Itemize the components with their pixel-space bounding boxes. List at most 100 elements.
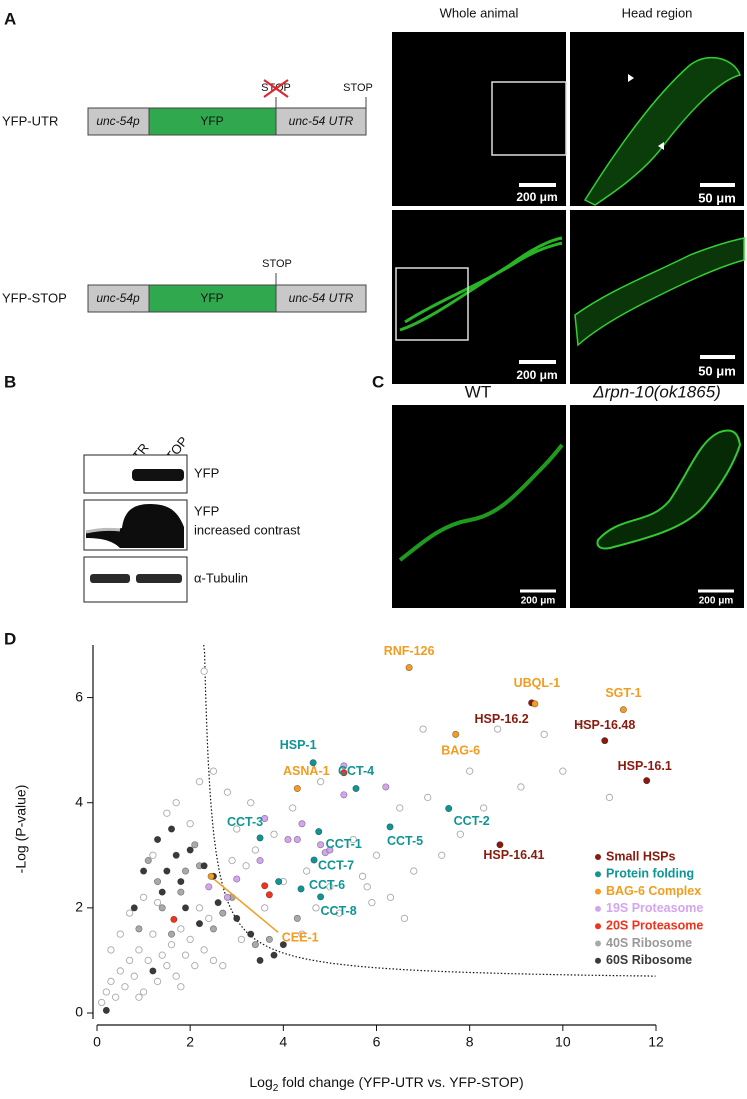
promoter-label: unc-54p (96, 114, 140, 128)
gene (148, 107, 277, 136)
scale-bar-label: 200 μm (516, 190, 557, 204)
point (149, 930, 157, 938)
point-label: ASNA-1 (283, 764, 330, 778)
point (233, 825, 241, 833)
micrographs: 200 μm 50 μm 200 μm 50 μm (392, 32, 745, 384)
point (177, 925, 185, 933)
point (386, 823, 394, 831)
point (247, 799, 255, 807)
point (125, 956, 134, 965)
gene (148, 284, 277, 313)
construct: YFP-UTR unc-54p YFP unc-54 UTR STOP STOP (2, 79, 373, 136)
point-label: HSP-16.48 (574, 718, 635, 732)
y-tick-label: 4 (75, 793, 83, 809)
point (372, 851, 381, 859)
legend-marker (595, 905, 601, 912)
point (410, 867, 418, 875)
point-label: CCT-7 (318, 858, 354, 872)
western-blots (83, 454, 188, 494)
utr (275, 107, 367, 136)
leader-line (213, 878, 279, 933)
point (139, 893, 148, 901)
worm (583, 56, 741, 206)
point-label: CEE-1 (282, 931, 319, 945)
point (153, 977, 162, 986)
legend-marker (595, 957, 601, 964)
utr-label: unc-54 UTR (289, 114, 354, 128)
point (279, 941, 287, 949)
point (270, 830, 278, 838)
worm (398, 443, 564, 562)
y-axis-title: -Log (P-value) (13, 785, 29, 874)
point (577, 720, 586, 728)
point (205, 883, 213, 891)
point (237, 935, 246, 944)
point (177, 983, 185, 991)
point (256, 834, 264, 842)
point (247, 930, 255, 938)
point (209, 925, 217, 933)
point (154, 836, 162, 844)
column-title: Whole animal (440, 5, 519, 20)
x-tick-label: 4 (279, 1034, 287, 1050)
point (368, 898, 376, 907)
point (643, 777, 651, 785)
arrowhead (628, 74, 634, 82)
image (392, 210, 566, 384)
point (102, 988, 110, 996)
image (392, 405, 566, 608)
point (149, 851, 157, 859)
blot-label: YFP (194, 503, 219, 518)
point (125, 909, 134, 917)
point (242, 862, 250, 870)
point (275, 878, 283, 886)
point (302, 867, 311, 875)
point (358, 872, 367, 880)
cross (263, 79, 289, 98)
point (121, 983, 129, 991)
point (172, 851, 180, 859)
point (251, 941, 259, 949)
point (256, 956, 264, 964)
point (195, 778, 204, 786)
point (317, 893, 325, 901)
point (130, 904, 138, 912)
point (107, 977, 115, 986)
point (284, 836, 292, 844)
point (167, 941, 176, 949)
legend-label: 20S Proteasome (606, 918, 703, 932)
blot-label: increased contrast (194, 522, 301, 537)
point (352, 785, 360, 793)
legend-marker (595, 854, 601, 860)
x-title-sub: 2 (273, 1083, 279, 1094)
point (310, 856, 318, 864)
point (195, 920, 203, 928)
point (438, 851, 446, 859)
point (191, 962, 199, 970)
point-label: CCT-3 (227, 815, 263, 829)
image-title: WT (465, 382, 491, 401)
point (135, 925, 143, 933)
point (98, 998, 106, 1007)
point (130, 972, 138, 980)
point-label: BAG-6 (441, 744, 480, 758)
point (182, 904, 190, 912)
point (340, 762, 348, 770)
point (116, 967, 124, 975)
worm (596, 429, 742, 550)
point-label: CCT-4 (338, 764, 374, 778)
point (233, 914, 241, 922)
point (261, 882, 269, 890)
point (340, 791, 348, 799)
point (400, 914, 409, 923)
image-title: Δrpn-10(ok1865) (592, 382, 721, 401)
x-tick-label: 8 (466, 1034, 474, 1050)
point (424, 793, 432, 802)
point-label: HSP-16.2 (475, 712, 529, 726)
inset-box (395, 267, 469, 341)
point (200, 946, 208, 954)
blot-contrast-frame (83, 499, 188, 551)
point (135, 946, 143, 954)
band (90, 574, 130, 583)
point (619, 706, 627, 714)
